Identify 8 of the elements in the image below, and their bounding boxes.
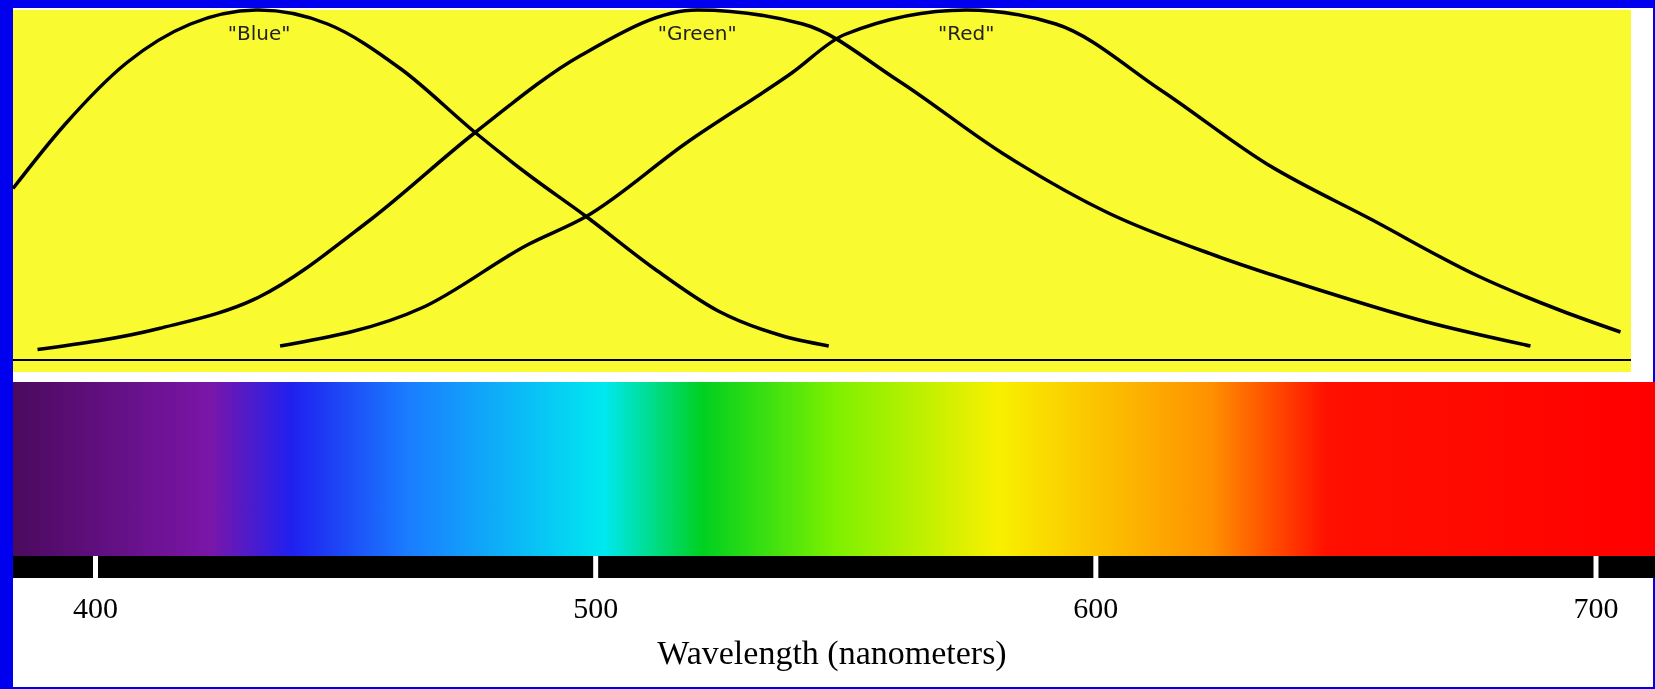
series-label: "Green": [657, 21, 737, 45]
series-label: "Blue": [227, 21, 291, 45]
x-tick-label: 500: [573, 591, 619, 624]
x-tick-label: 700: [1573, 591, 1619, 624]
x-axis-title: Wavelength (nanometers): [657, 634, 1007, 672]
x-tick-label: 600: [1073, 591, 1119, 624]
series-label: "Red": [938, 21, 995, 45]
x-tick-label: 400: [73, 591, 119, 624]
